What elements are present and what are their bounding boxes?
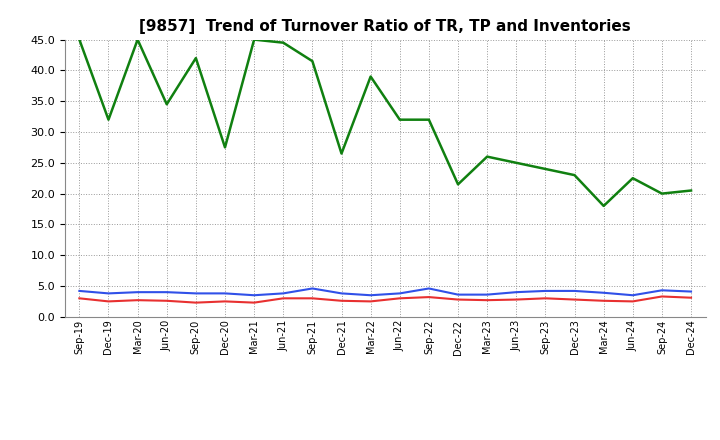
Inventories bbox=[541, 166, 550, 172]
Trade Receivables bbox=[163, 298, 171, 304]
Title: [9857]  Trend of Turnover Ratio of TR, TP and Inventories: [9857] Trend of Turnover Ratio of TR, TP… bbox=[140, 19, 631, 34]
Trade Receivables bbox=[425, 294, 433, 300]
Inventories bbox=[133, 37, 142, 42]
Trade Receivables bbox=[192, 300, 200, 305]
Trade Receivables bbox=[454, 297, 462, 302]
Trade Payables bbox=[337, 291, 346, 296]
Trade Receivables bbox=[395, 296, 404, 301]
Inventories bbox=[104, 117, 113, 122]
Line: Inventories: Inventories bbox=[79, 40, 691, 206]
Trade Payables bbox=[308, 286, 317, 291]
Trade Receivables bbox=[337, 298, 346, 304]
Trade Payables bbox=[454, 292, 462, 297]
Trade Receivables bbox=[483, 297, 492, 303]
Trade Payables bbox=[220, 291, 229, 296]
Inventories bbox=[220, 145, 229, 150]
Inventories bbox=[454, 182, 462, 187]
Inventories bbox=[629, 176, 637, 181]
Inventories bbox=[395, 117, 404, 122]
Trade Receivables bbox=[570, 297, 579, 302]
Trade Receivables bbox=[250, 300, 258, 305]
Line: Trade Payables: Trade Payables bbox=[79, 289, 691, 295]
Inventories bbox=[599, 203, 608, 209]
Inventories bbox=[425, 117, 433, 122]
Inventories bbox=[163, 102, 171, 107]
Inventories bbox=[366, 74, 375, 79]
Trade Receivables bbox=[133, 297, 142, 303]
Trade Payables bbox=[250, 293, 258, 298]
Inventories bbox=[308, 59, 317, 64]
Trade Payables bbox=[425, 286, 433, 291]
Trade Payables bbox=[133, 290, 142, 295]
Trade Receivables bbox=[657, 294, 666, 299]
Trade Receivables bbox=[599, 298, 608, 304]
Trade Payables bbox=[657, 288, 666, 293]
Inventories bbox=[512, 160, 521, 165]
Inventories bbox=[337, 151, 346, 156]
Trade Receivables bbox=[512, 297, 521, 302]
Inventories bbox=[483, 154, 492, 159]
Inventories bbox=[250, 37, 258, 42]
Trade Payables bbox=[279, 291, 287, 296]
Trade Payables bbox=[75, 288, 84, 293]
Trade Payables bbox=[395, 291, 404, 296]
Line: Trade Receivables: Trade Receivables bbox=[79, 297, 691, 303]
Trade Payables bbox=[599, 290, 608, 295]
Trade Payables bbox=[512, 290, 521, 295]
Inventories bbox=[657, 191, 666, 196]
Trade Payables bbox=[629, 293, 637, 298]
Trade Receivables bbox=[629, 299, 637, 304]
Trade Receivables bbox=[104, 299, 113, 304]
Trade Payables bbox=[192, 291, 200, 296]
Trade Receivables bbox=[279, 296, 287, 301]
Trade Payables bbox=[541, 288, 550, 293]
Trade Receivables bbox=[366, 299, 375, 304]
Trade Receivables bbox=[75, 296, 84, 301]
Trade Payables bbox=[687, 289, 696, 294]
Trade Receivables bbox=[220, 299, 229, 304]
Trade Payables bbox=[570, 288, 579, 293]
Trade Payables bbox=[366, 293, 375, 298]
Trade Receivables bbox=[308, 296, 317, 301]
Inventories bbox=[687, 188, 696, 193]
Trade Receivables bbox=[687, 295, 696, 301]
Trade Payables bbox=[483, 292, 492, 297]
Inventories bbox=[570, 172, 579, 178]
Trade Receivables bbox=[541, 296, 550, 301]
Inventories bbox=[192, 55, 200, 61]
Inventories bbox=[279, 40, 287, 45]
Trade Payables bbox=[163, 290, 171, 295]
Inventories bbox=[75, 37, 84, 42]
Trade Payables bbox=[104, 291, 113, 296]
